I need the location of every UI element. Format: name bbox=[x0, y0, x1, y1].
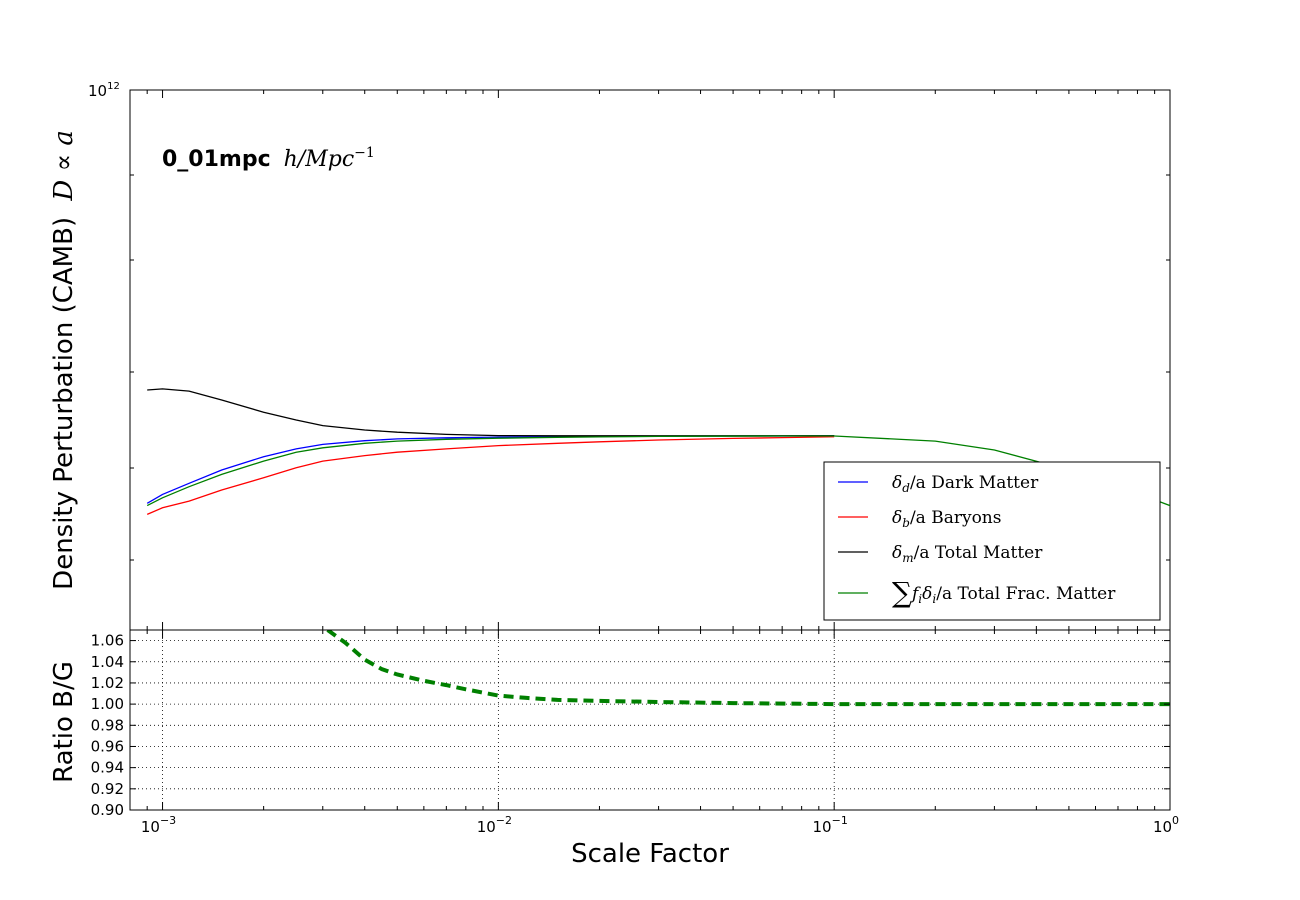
bottom-grid bbox=[130, 630, 1171, 811]
series-line-baryons bbox=[146, 436, 835, 515]
annotation-exponent: −1 bbox=[354, 145, 375, 161]
x-tick-label: 100 bbox=[1153, 814, 1179, 836]
bottom-y-tick-label: 0.92 bbox=[91, 780, 124, 798]
series-line-frac bbox=[146, 435, 1170, 507]
bottom-y-tick-label: 1.04 bbox=[91, 653, 124, 671]
legend-label: ∑fiδi/a Total Frac. Matter bbox=[892, 576, 1116, 609]
bottom-axis-ticks: 0.90 0.92 0.94 0.96 0.98 1.00 1.02 1.04 1.06 10−3… bbox=[91, 630, 1179, 836]
series-line-total bbox=[147, 388, 835, 437]
bottom-y-tick-label: 0.98 bbox=[91, 716, 124, 734]
legend-box bbox=[823, 461, 1161, 621]
top-y-tick-label: 1012 bbox=[88, 81, 120, 100]
x-tick-label: 10−2 bbox=[477, 814, 512, 836]
series-line-ratio bbox=[326, 630, 1170, 707]
legend-label: δm/a Total Matter bbox=[892, 543, 1043, 565]
legend: δd/a Dark Matter δb/a Baryons δm/a Total M… bbox=[823, 461, 1161, 621]
bottom-y-tick-label: 1.06 bbox=[91, 632, 124, 650]
top-y-axis-title: Density Perturbation (CAMB) D ∝ a bbox=[49, 130, 79, 590]
legend-label: δd/a Dark Matter bbox=[892, 473, 1039, 495]
top-series-group bbox=[146, 388, 1170, 515]
annotation-math: h/Mpc bbox=[284, 147, 355, 172]
bottom-y-tick-label: 0.96 bbox=[91, 737, 124, 755]
top-y-axis-math: D ∝ a bbox=[49, 130, 79, 201]
x-axis-title: Scale Factor bbox=[571, 839, 729, 869]
bottom-y-tick-label: 0.90 bbox=[91, 801, 124, 819]
top-panel: 1012 0_01mpc h/Mpc−1 Density Perturbatio… bbox=[49, 81, 1171, 631]
x-tick-label: 10−3 bbox=[141, 814, 176, 836]
bottom-plot-frame bbox=[129, 629, 1171, 811]
bottom-y-tick-label: 1.02 bbox=[91, 674, 124, 692]
bottom-y-tick-label: 1.00 bbox=[91, 695, 124, 713]
top-y-tick-exponent: 12 bbox=[107, 81, 120, 92]
bottom-y-tick-label: 0.94 bbox=[91, 759, 124, 777]
bottom-series-group bbox=[326, 630, 1170, 707]
x-tick-label: 10−1 bbox=[813, 814, 848, 836]
bottom-y-axis-title: Ratio B/G bbox=[49, 661, 79, 783]
annotation-bold: 0_01mpc bbox=[162, 147, 271, 172]
scale-annotation: 0_01mpc h/Mpc−1 bbox=[162, 145, 375, 172]
top-axis-ticks bbox=[129, 90, 1170, 630]
bottom-panel: 0.90 0.92 0.94 0.96 0.98 1.00 1.02 1.04 1.06 10−3… bbox=[49, 629, 1179, 869]
legend-label: δb/a Baryons bbox=[892, 508, 1001, 530]
